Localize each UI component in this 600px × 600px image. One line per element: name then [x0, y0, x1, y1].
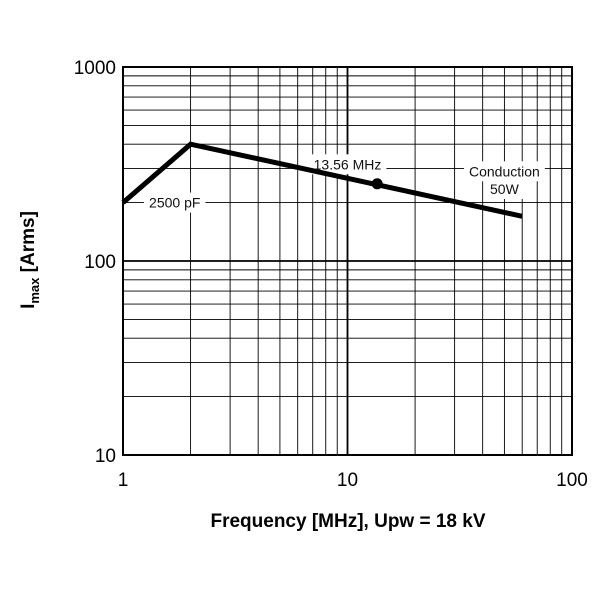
marker-13-56-mhz	[371, 178, 383, 190]
annotation-background	[308, 154, 387, 175]
annotation-label: 13.56 MHz	[314, 156, 382, 172]
y-tick-label: 100	[84, 252, 116, 273]
x-tick-label: 1	[118, 470, 129, 491]
y-tick-label: 10	[95, 446, 116, 467]
y-axis-label: Imax [Arms]	[18, 211, 42, 309]
annotation-label: 50W	[490, 181, 520, 197]
plot-frame	[122, 66, 573, 456]
series-line	[121, 141, 523, 219]
y-tick-label: 1000	[74, 58, 116, 79]
annotation-label: Conduction	[469, 163, 540, 179]
x-axis-label: Frequency [MHz], Upw = 18 kV	[210, 511, 485, 532]
annotations: 2500 pF 13.56 MHz Conduction 50W	[149, 156, 540, 210]
annotation-label: 2500 pF	[149, 195, 200, 211]
x-tick-label: 100	[556, 470, 588, 491]
x-tick-label: 10	[337, 470, 358, 491]
annotation-background	[464, 161, 545, 182]
annotation-backgrounds	[144, 154, 545, 213]
annotation-background	[144, 192, 206, 213]
annotation-background	[485, 179, 525, 200]
grid	[122, 66, 573, 456]
